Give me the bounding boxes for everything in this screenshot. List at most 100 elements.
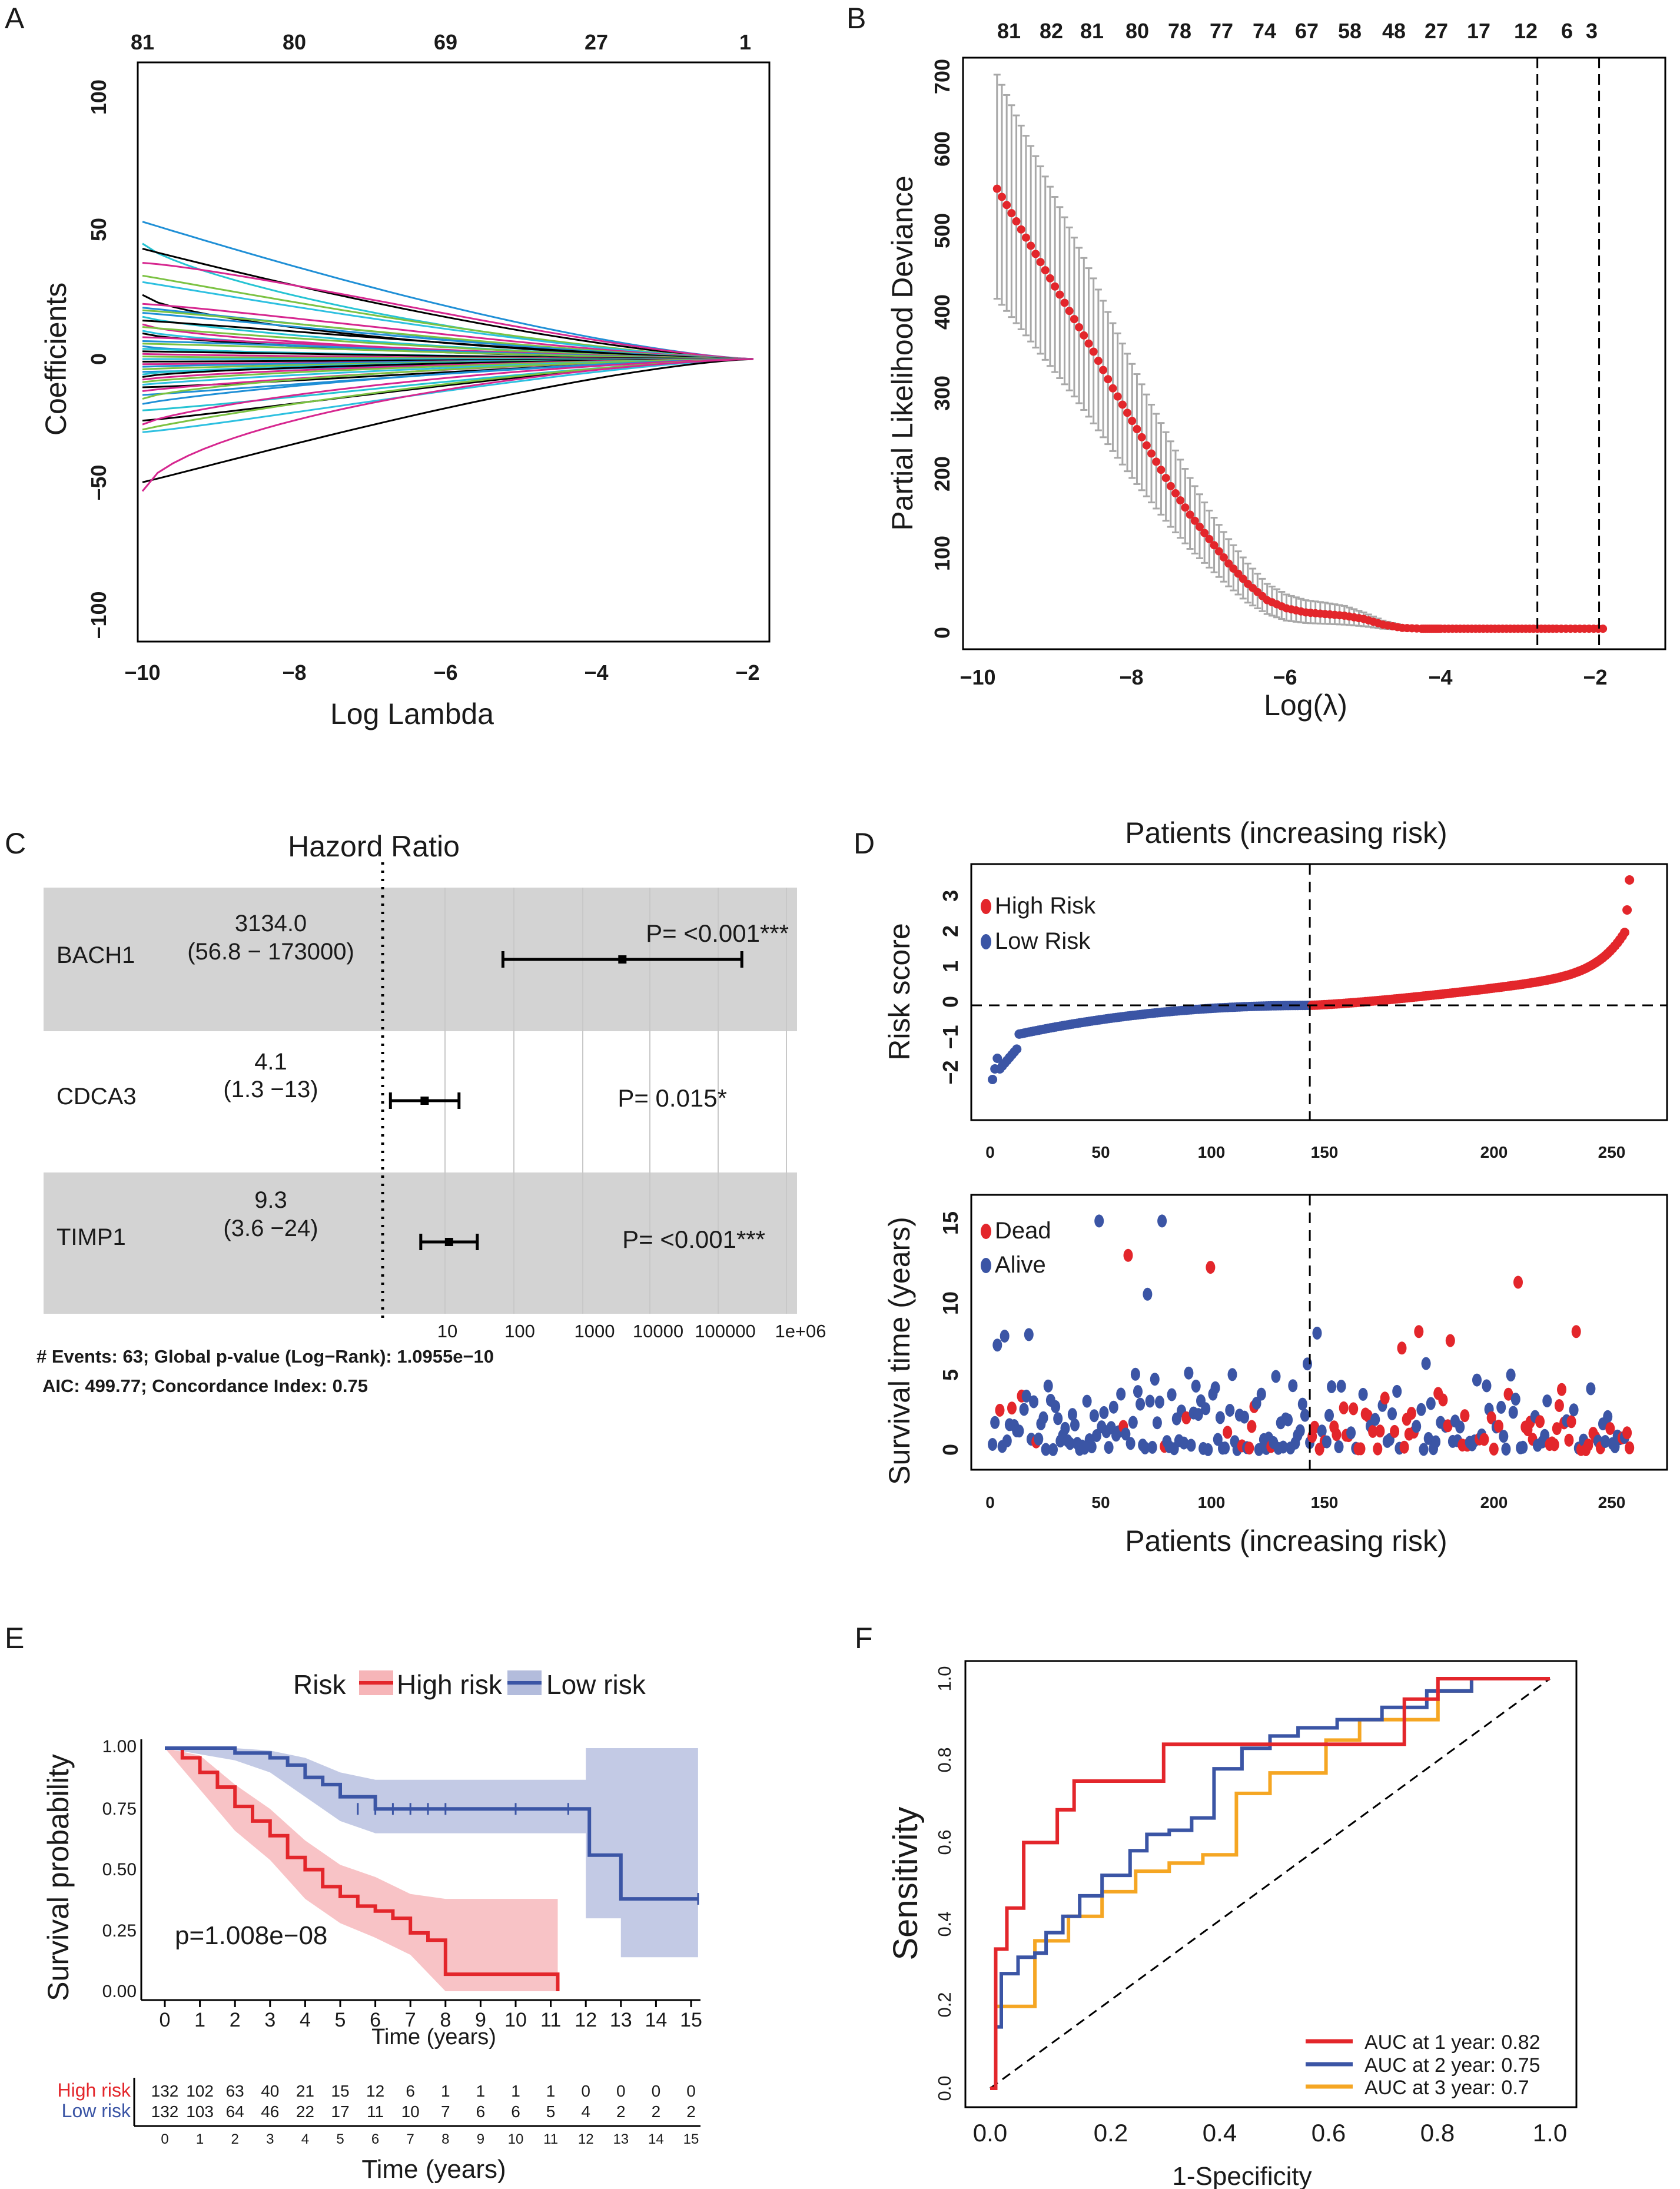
top-tick: 69	[434, 30, 457, 54]
table-x-tick: 2	[231, 2131, 239, 2147]
survival-point	[1251, 1397, 1261, 1410]
table-count-high: 0	[581, 2082, 590, 2100]
survival-point	[1244, 1441, 1254, 1455]
y-tick: 5	[938, 1369, 962, 1381]
deviance-point	[1152, 457, 1161, 466]
y-tick: 300	[930, 376, 954, 411]
x-tick: 0.2	[1094, 2119, 1128, 2147]
panel-a-top-ticks: 81 80 69 27 1	[131, 30, 751, 54]
survival-point	[1554, 1399, 1564, 1412]
panel-a-x-ticks: −10 −8 −6 −4 −2	[124, 660, 759, 685]
legend-label-dead: Dead	[995, 1218, 1051, 1244]
survival-point	[1297, 1397, 1307, 1411]
survival-point	[1460, 1409, 1470, 1423]
top-tick: 81	[131, 30, 154, 54]
deviance-point	[1205, 534, 1214, 543]
survival-point	[1392, 1384, 1402, 1398]
deviance-point	[1031, 250, 1040, 258]
table-count-low: 10	[401, 2102, 420, 2121]
deviance-point	[1099, 366, 1108, 374]
survival-point	[1130, 1367, 1140, 1381]
ci-band-low	[165, 1748, 698, 1958]
survival-point	[1203, 1443, 1213, 1456]
x-tick: −4	[1428, 665, 1452, 689]
deviance-point	[1012, 217, 1021, 226]
forest-row-timp1: TIMP1 9.3 (3.6 −24) P= <0.001***	[57, 1187, 765, 1253]
p-value: P= <0.001***	[646, 919, 789, 947]
panel-e: E Risk High risk Low risk 1.00 0.75 0.50…	[5, 1622, 702, 2184]
deviance-point	[1186, 510, 1194, 519]
survival-time-marks	[988, 1195, 1635, 1470]
legend-label-alive: Alive	[995, 1252, 1046, 1278]
y-tick: 0	[930, 627, 954, 639]
survival-point	[1007, 1401, 1017, 1415]
x-tick: 1e+06	[775, 1321, 826, 1341]
legend-title: Risk	[293, 1669, 346, 1700]
survival-point	[1215, 1411, 1225, 1424]
legend-label-1yr: AUC at 1 year: 0.82	[1364, 2031, 1540, 2054]
table-count-low: 64	[226, 2102, 244, 2121]
survival-point	[1317, 1424, 1327, 1438]
survival-point	[1566, 1415, 1576, 1429]
survival-point	[1133, 1385, 1143, 1399]
forest-row-cdca3: CDCA3 4.1 (1.3 −13) P= 0.015*	[57, 1049, 727, 1112]
legend-label-high: High risk	[397, 1669, 503, 1700]
survival-point	[1152, 1416, 1162, 1430]
x-tick: 100	[1198, 1143, 1226, 1161]
survival-point	[1179, 1436, 1189, 1450]
deviance-point	[1219, 553, 1228, 562]
gene-label: CDCA3	[57, 1084, 137, 1110]
survival-point	[1380, 1391, 1390, 1405]
table-count-low: 6	[511, 2102, 520, 2121]
survival-time-y-ticks: 15 10 5 0	[938, 1211, 962, 1456]
survival-point	[1540, 1429, 1550, 1442]
survival-point	[1482, 1379, 1492, 1393]
deviance-point	[1210, 541, 1219, 550]
survival-point	[1327, 1380, 1337, 1393]
hr-point	[420, 1097, 429, 1105]
deviance-point	[1128, 417, 1137, 426]
table-count-low: 2	[652, 2102, 661, 2121]
survival-point	[1387, 1407, 1397, 1420]
forest-marks	[389, 951, 743, 1250]
y-axis-label: Survival probability	[42, 1754, 75, 2001]
survival-point	[1518, 1440, 1528, 1454]
x-axis-label: Time (years)	[371, 2025, 496, 2050]
coefficient-path	[142, 248, 754, 360]
top-tick: 82	[1040, 19, 1063, 43]
table-count-low: 46	[261, 2102, 279, 2121]
survival-point	[1094, 1214, 1104, 1228]
survival-point	[1053, 1412, 1063, 1426]
x-tick: 4	[300, 2009, 311, 2031]
survival-point	[1157, 1214, 1167, 1228]
hr-value: 3134.0	[235, 911, 307, 936]
risk-point	[1622, 905, 1632, 915]
table-count-low: 5	[546, 2102, 556, 2121]
deviance-point	[1080, 331, 1088, 340]
survival-point	[1455, 1420, 1465, 1434]
y-tick: −1	[938, 1025, 962, 1049]
x-tick: 1	[194, 2009, 205, 2031]
deviance-point	[1118, 400, 1127, 409]
km-curves	[165, 1746, 699, 1991]
x-axis-label: Log Lambda	[330, 697, 494, 730]
deviance-point	[1017, 225, 1025, 234]
ci-band-high	[165, 1748, 558, 1991]
survival-point	[1549, 1438, 1559, 1451]
survival-point	[1210, 1381, 1220, 1394]
survival-point	[1288, 1379, 1298, 1393]
survival-point	[1227, 1368, 1237, 1381]
survival-point	[990, 1416, 1000, 1429]
survival-time-frame	[970, 1194, 1668, 1471]
hr-point	[444, 1238, 453, 1246]
p-value: P= <0.001***	[622, 1225, 765, 1253]
top-tick: 27	[585, 30, 608, 54]
risk-y-ticks: 3 2 1 0 −1 −2	[938, 890, 962, 1085]
survival-point	[1147, 1440, 1157, 1454]
coefficient-path	[142, 358, 754, 433]
survival-point	[988, 1438, 998, 1451]
survival-point	[1099, 1406, 1109, 1419]
table-x-tick: 4	[301, 2131, 309, 2147]
y-tick: 0.50	[102, 1860, 137, 1879]
